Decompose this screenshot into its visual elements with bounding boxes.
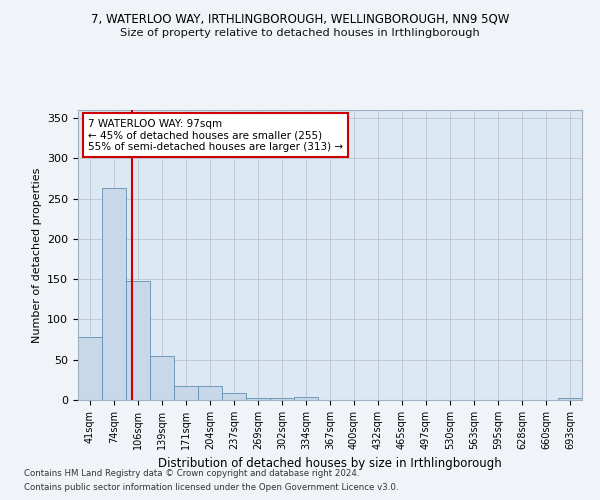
X-axis label: Distribution of detached houses by size in Irthlingborough: Distribution of detached houses by size … — [158, 458, 502, 470]
Bar — [222, 393, 246, 400]
Text: 7 WATERLOO WAY: 97sqm
← 45% of detached houses are smaller (255)
55% of semi-det: 7 WATERLOO WAY: 97sqm ← 45% of detached … — [88, 118, 343, 152]
Bar — [294, 397, 318, 400]
Bar — [102, 188, 126, 400]
Bar — [246, 398, 270, 400]
Bar — [126, 281, 150, 400]
Bar — [198, 386, 222, 400]
Bar — [270, 398, 294, 400]
Bar — [558, 398, 582, 400]
Bar — [174, 386, 198, 400]
Text: 7, WATERLOO WAY, IRTHLINGBOROUGH, WELLINGBOROUGH, NN9 5QW: 7, WATERLOO WAY, IRTHLINGBOROUGH, WELLIN… — [91, 12, 509, 26]
Bar — [78, 337, 102, 400]
Text: Size of property relative to detached houses in Irthlingborough: Size of property relative to detached ho… — [120, 28, 480, 38]
Y-axis label: Number of detached properties: Number of detached properties — [32, 168, 41, 342]
Bar — [150, 356, 174, 400]
Text: Contains public sector information licensed under the Open Government Licence v3: Contains public sector information licen… — [24, 484, 398, 492]
Text: Contains HM Land Registry data © Crown copyright and database right 2024.: Contains HM Land Registry data © Crown c… — [24, 468, 359, 477]
